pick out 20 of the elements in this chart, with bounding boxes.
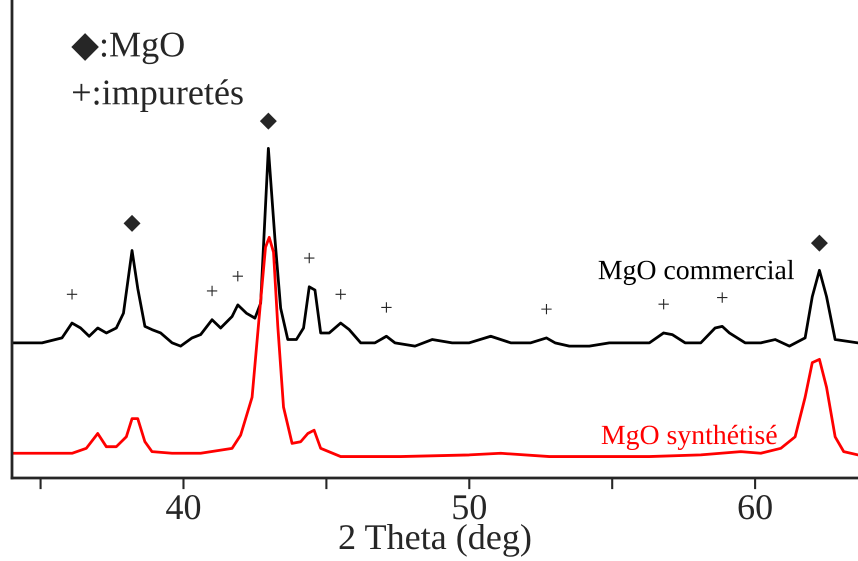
series-label: MgO synthétisé: [602, 424, 777, 450]
text: +:impuretés: [73, 79, 243, 112]
x-axis-title: 2 Theta (deg): [340, 524, 530, 557]
annotation: +: [381, 302, 392, 313]
series-label: MgO commercial: [598, 260, 794, 286]
annotation: +: [304, 252, 314, 264]
annotation: +: [717, 292, 728, 303]
x-tick-label: 60: [738, 495, 772, 520]
annotation: +: [206, 286, 218, 296]
annotation: ◆: [260, 112, 277, 130]
text: ◆:MgO: [71, 32, 184, 64]
annotation: +: [658, 298, 669, 310]
annotation: +: [541, 304, 552, 314]
annotation: +: [336, 289, 346, 300]
x-tick-label: 50: [453, 495, 486, 520]
x-tick-label: 40: [166, 495, 200, 520]
annotation: +: [232, 270, 243, 282]
annotation: ◆: [810, 234, 828, 252]
annotation: +: [66, 289, 78, 300]
annotation: ◆: [124, 214, 141, 232]
